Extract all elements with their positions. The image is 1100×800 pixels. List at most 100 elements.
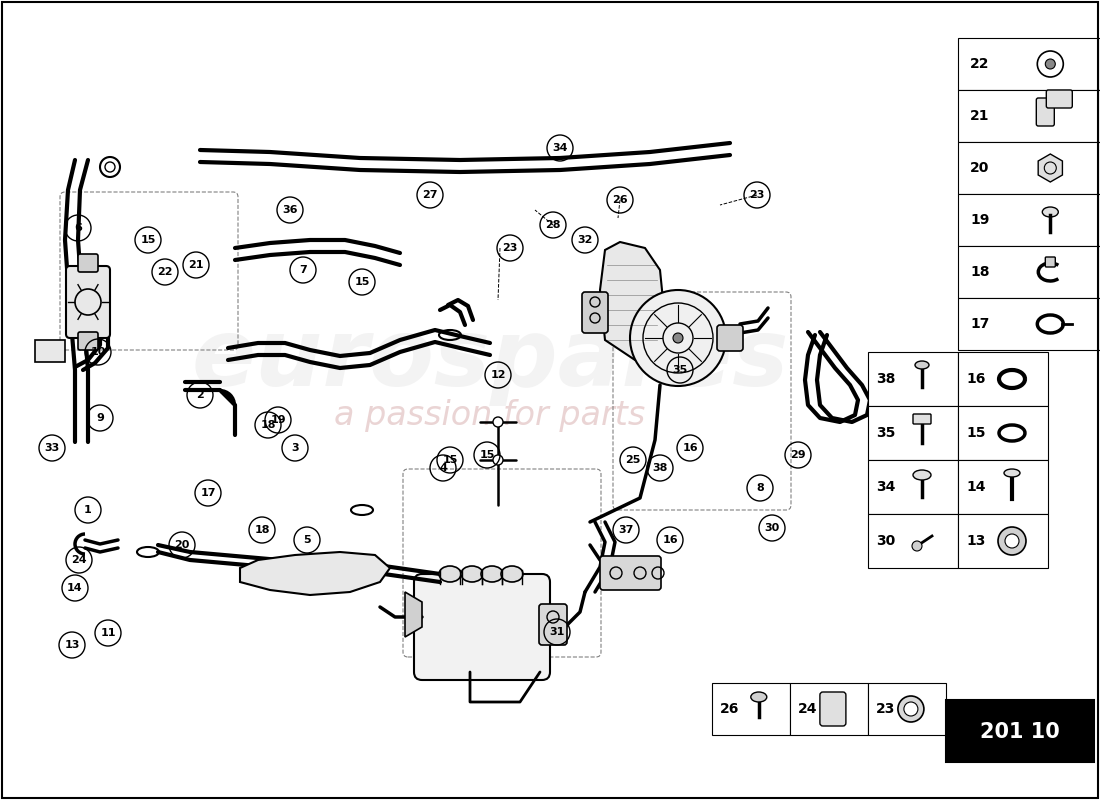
Text: eurospares: eurospares bbox=[191, 314, 789, 406]
Text: 15: 15 bbox=[480, 450, 495, 460]
Bar bbox=[958, 514, 1048, 568]
Text: 15: 15 bbox=[141, 235, 156, 245]
Text: 2: 2 bbox=[196, 390, 204, 400]
Text: 21: 21 bbox=[970, 109, 990, 123]
Ellipse shape bbox=[913, 470, 931, 480]
Circle shape bbox=[904, 702, 917, 716]
Text: 25: 25 bbox=[625, 455, 640, 465]
Ellipse shape bbox=[439, 566, 461, 582]
Text: 15: 15 bbox=[442, 455, 458, 465]
Text: 7: 7 bbox=[299, 265, 307, 275]
Bar bbox=[958, 142, 1100, 194]
Text: 19: 19 bbox=[970, 213, 989, 227]
Text: 17: 17 bbox=[970, 317, 989, 331]
Circle shape bbox=[493, 455, 503, 465]
Ellipse shape bbox=[1004, 469, 1020, 477]
Bar bbox=[958, 352, 1048, 406]
Text: 38: 38 bbox=[652, 463, 668, 473]
Text: 37: 37 bbox=[618, 525, 634, 535]
Bar bbox=[958, 460, 1048, 514]
Bar bbox=[958, 246, 1100, 298]
Bar bbox=[958, 406, 1048, 460]
Circle shape bbox=[998, 527, 1026, 555]
Text: 9: 9 bbox=[96, 413, 103, 423]
Ellipse shape bbox=[461, 566, 483, 582]
Polygon shape bbox=[240, 552, 390, 595]
Ellipse shape bbox=[915, 361, 930, 369]
Text: 32: 32 bbox=[578, 235, 593, 245]
Text: 34: 34 bbox=[552, 143, 568, 153]
FancyBboxPatch shape bbox=[66, 266, 110, 338]
Text: 6: 6 bbox=[74, 223, 81, 233]
Bar bbox=[868, 460, 958, 514]
Circle shape bbox=[630, 290, 726, 386]
Polygon shape bbox=[600, 242, 666, 360]
Text: 17: 17 bbox=[200, 488, 216, 498]
Circle shape bbox=[912, 541, 922, 551]
Text: 30: 30 bbox=[876, 534, 895, 548]
Bar bbox=[868, 352, 958, 406]
Text: 14: 14 bbox=[966, 480, 986, 494]
Text: 36: 36 bbox=[283, 205, 298, 215]
Text: 18: 18 bbox=[970, 265, 990, 279]
Text: 26: 26 bbox=[720, 702, 739, 716]
Circle shape bbox=[673, 333, 683, 343]
FancyBboxPatch shape bbox=[717, 325, 743, 351]
Circle shape bbox=[898, 696, 924, 722]
FancyBboxPatch shape bbox=[539, 604, 566, 645]
Text: 15: 15 bbox=[354, 277, 370, 287]
Text: 3: 3 bbox=[292, 443, 299, 453]
Bar bbox=[958, 90, 1100, 142]
Text: a passion for parts: a passion for parts bbox=[334, 398, 646, 431]
Bar bbox=[868, 514, 958, 568]
FancyBboxPatch shape bbox=[1046, 90, 1072, 108]
Text: 35: 35 bbox=[876, 426, 895, 440]
Ellipse shape bbox=[751, 692, 767, 702]
Text: 20: 20 bbox=[174, 540, 189, 550]
Bar bbox=[868, 406, 958, 460]
Text: 16: 16 bbox=[662, 535, 678, 545]
FancyBboxPatch shape bbox=[820, 692, 846, 726]
Text: 1: 1 bbox=[84, 505, 92, 515]
Text: 14: 14 bbox=[67, 583, 82, 593]
Text: 22: 22 bbox=[157, 267, 173, 277]
Ellipse shape bbox=[481, 566, 503, 582]
Text: 27: 27 bbox=[422, 190, 438, 200]
Text: 16: 16 bbox=[682, 443, 697, 453]
Text: 4: 4 bbox=[439, 463, 447, 473]
Text: 24: 24 bbox=[72, 555, 87, 565]
FancyBboxPatch shape bbox=[78, 254, 98, 272]
Text: 38: 38 bbox=[876, 372, 895, 386]
Text: 10: 10 bbox=[90, 347, 106, 357]
Bar bbox=[958, 194, 1100, 246]
Text: 201 10: 201 10 bbox=[980, 722, 1060, 742]
Text: 33: 33 bbox=[44, 443, 59, 453]
Bar bbox=[946, 700, 1094, 762]
FancyBboxPatch shape bbox=[1045, 257, 1055, 267]
Text: 18: 18 bbox=[254, 525, 270, 535]
Text: 15: 15 bbox=[966, 426, 986, 440]
Text: 13: 13 bbox=[966, 534, 986, 548]
FancyBboxPatch shape bbox=[600, 556, 661, 590]
FancyBboxPatch shape bbox=[78, 332, 98, 350]
Ellipse shape bbox=[1043, 207, 1058, 217]
Polygon shape bbox=[405, 592, 422, 637]
Text: 26: 26 bbox=[613, 195, 628, 205]
Text: 16: 16 bbox=[966, 372, 986, 386]
Polygon shape bbox=[1038, 154, 1063, 182]
Text: 29: 29 bbox=[790, 450, 806, 460]
Text: 31: 31 bbox=[549, 627, 564, 637]
Text: 5: 5 bbox=[304, 535, 311, 545]
Bar bbox=[958, 38, 1100, 90]
Text: 23: 23 bbox=[749, 190, 764, 200]
Text: 24: 24 bbox=[798, 702, 817, 716]
Ellipse shape bbox=[500, 566, 522, 582]
Text: 19: 19 bbox=[271, 415, 286, 425]
FancyBboxPatch shape bbox=[414, 574, 550, 680]
Circle shape bbox=[493, 417, 503, 427]
Bar bbox=[958, 298, 1100, 350]
Text: 21: 21 bbox=[188, 260, 204, 270]
Bar bbox=[868, 683, 946, 735]
Text: 28: 28 bbox=[546, 220, 561, 230]
Text: 23: 23 bbox=[876, 702, 895, 716]
